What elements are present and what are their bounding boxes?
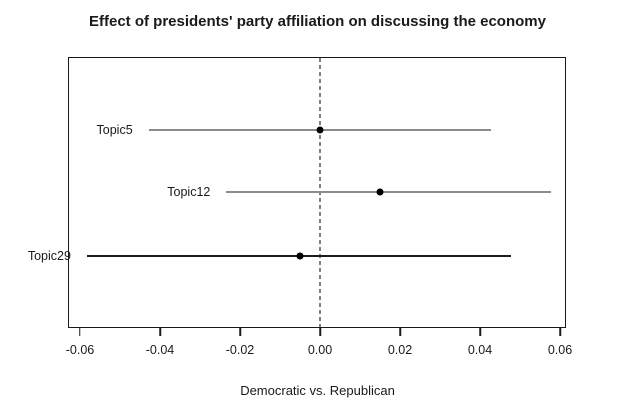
x-axis-tick: [479, 328, 481, 336]
x-axis-tick: [399, 328, 401, 336]
topic-label: Topic12: [167, 185, 211, 200]
x-axis-tick: [79, 328, 81, 336]
ci-line: [226, 191, 552, 194]
estimate-point: [296, 252, 304, 260]
x-axis-tick: [559, 328, 561, 336]
x-axis-tick: [239, 328, 241, 336]
x-axis-tick-label: -0.06: [65, 343, 95, 357]
topic-label: Topic5: [96, 122, 133, 137]
x-axis-tick-label: 0.04: [467, 343, 493, 357]
x-axis-tick-label: 0.02: [387, 343, 413, 357]
estimate-point: [376, 188, 384, 196]
chart-title: Effect of presidents' party affiliation …: [89, 13, 546, 30]
topic-label: Topic29: [27, 248, 71, 263]
x-axis-tick-label: -0.02: [225, 343, 255, 357]
plot-area: Topic5 Topic12 Topic29: [28, 57, 566, 328]
estimate-point: [316, 126, 324, 134]
x-axis-tick: [159, 328, 161, 336]
x-axis-tick-label: 0.00: [307, 343, 333, 357]
x-axis-tick-label: -0.04: [145, 343, 175, 357]
x-axis-label: Democratic vs. Republican: [240, 383, 395, 398]
x-axis-tick: [319, 328, 321, 336]
x-axis-tick-label: 0.06: [547, 343, 573, 357]
x-axis: -0.06 -0.04 -0.02 0.00 0.02 0.04 0.06: [65, 328, 572, 368]
